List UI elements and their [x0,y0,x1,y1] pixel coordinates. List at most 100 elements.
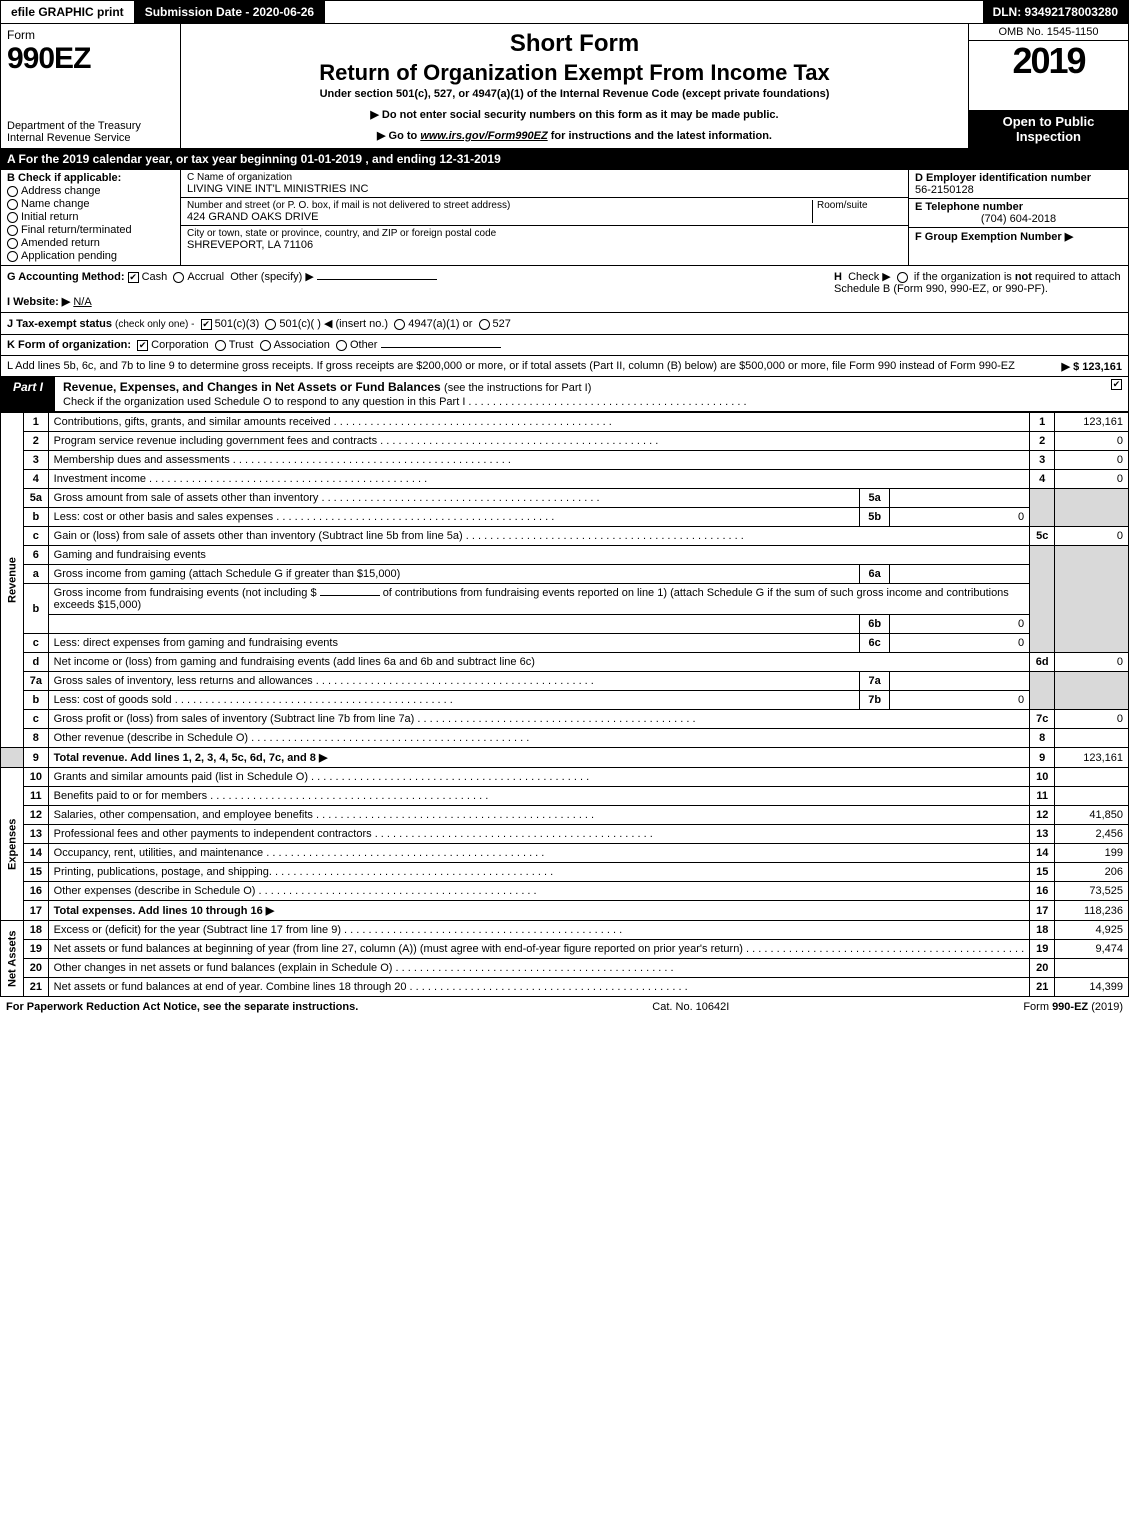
k-other-input[interactable] [381,347,501,348]
line-refnum: 14 [1030,844,1055,863]
table-row: 15 Printing, publications, postage, and … [1,863,1129,882]
l6b-blank[interactable] [320,595,380,596]
goto-note: ▶ Go to www.irs.gov/Form990EZ for instru… [187,129,962,142]
line-desc: Net assets or fund balances at beginning… [48,940,1030,959]
line-desc: Net assets or fund balances at end of ye… [48,978,1030,997]
chk-schedule-b[interactable] [897,272,908,283]
line-value: 206 [1055,863,1129,882]
line-desc-6b-bot [48,615,860,634]
chk-final-return[interactable]: Final return/terminated [7,224,174,236]
line-desc: Total revenue. Add lines 1, 2, 3, 4, 5c,… [48,748,1030,768]
irs-link[interactable]: www.irs.gov/Form990EZ [420,130,547,142]
shade-cell [1030,546,1055,653]
part1-title: Revenue, Expenses, and Changes in Net As… [55,377,1108,411]
line-value [1055,768,1129,787]
line-refnum: 18 [1030,921,1055,940]
chk-accrual[interactable] [173,272,184,283]
chk-initial-return[interactable]: Initial return [7,211,174,223]
line-desc: Total expenses. Add lines 10 through 16 [48,901,1030,921]
line-num: 20 [24,959,49,978]
ein-label: D Employer identification number [915,172,1122,184]
part1-schedule-o-check[interactable] [1108,377,1128,411]
line-desc: Gross income from gaming (attach Schedul… [48,565,860,584]
ein-value: 56-2150128 [915,184,1122,196]
chk-trust[interactable] [215,340,226,351]
line-refnum: 21 [1030,978,1055,997]
chk-name-change[interactable]: Name change [7,198,174,210]
line-value: 4,925 [1055,921,1129,940]
l-text: L Add lines 5b, 6c, and 7b to line 9 to … [7,360,1015,372]
org-address: 424 GRAND OAKS DRIVE [187,211,812,223]
table-row: d Net income or (loss) from gaming and f… [1,653,1129,672]
line-desc: Less: direct expenses from gaming and fu… [48,634,860,653]
table-row: Revenue 1 Contributions, gifts, grants, … [1,413,1129,432]
line-value: 73,525 [1055,882,1129,901]
section-c: C Name of organization LIVING VINE INT'L… [181,170,908,265]
top-bar: efile GRAPHIC print Submission Date - 20… [0,0,1129,24]
chk-application-pending[interactable]: Application pending [7,250,174,262]
chk-amended-return[interactable]: Amended return [7,237,174,249]
line-desc: Investment income [48,470,1030,489]
chk-label: Initial return [21,211,78,223]
subline-label: 6c [860,634,890,653]
j-hint: (check only one) - [115,319,194,330]
room-label: Room/suite [817,200,902,211]
table-row: b Less: cost of goods sold 7b 0 [1,691,1129,710]
line-refnum: 11 [1030,787,1055,806]
chk-4947[interactable] [394,319,405,330]
table-row: 6 Gaming and fundraising events [1,546,1129,565]
shade-cell [1030,489,1055,527]
line-refnum: 5c [1030,527,1055,546]
line-value: 41,850 [1055,806,1129,825]
form-header: Form 990EZ Department of the Treasury In… [0,24,1129,149]
phone-label: E Telephone number [915,201,1122,213]
line-refnum: 8 [1030,729,1055,748]
other-specify-input[interactable] [317,279,437,280]
line-num: 17 [24,901,49,921]
line-num: 5a [24,489,49,508]
line-refnum: 1 [1030,413,1055,432]
line-num: 10 [24,768,49,787]
line-desc: Gross amount from sale of assets other t… [48,489,860,508]
line-num: 13 [24,825,49,844]
chk-527[interactable] [479,319,490,330]
table-row: 3 Membership dues and assessments 3 0 [1,451,1129,470]
line-num: d [24,653,49,672]
line-desc: Gross profit or (loss) from sales of inv… [48,710,1030,729]
short-form-title: Short Form [187,30,962,58]
l9-bold: Total revenue. Add lines 1, 2, 3, 4, 5c,… [54,752,316,764]
table-row: a Gross income from gaming (attach Sched… [1,565,1129,584]
table-row: 21 Net assets or fund balances at end of… [1,978,1129,997]
chk-other-org[interactable] [336,340,347,351]
k-corp: Corporation [151,339,208,351]
l17-bold: Total expenses. Add lines 10 through 16 [54,905,263,917]
k-label: K Form of organization: [7,339,131,351]
j-501c: 501(c)( ) [279,318,321,330]
chk-corporation[interactable] [137,340,148,351]
line-value: 199 [1055,844,1129,863]
efile-print-button[interactable]: efile GRAPHIC print [1,1,135,23]
page-footer: For Paperwork Reduction Act Notice, see … [0,997,1129,1017]
chk-address-change[interactable]: Address change [7,185,174,197]
line-refnum: 19 [1030,940,1055,959]
chk-501c[interactable] [265,319,276,330]
shade-cell [1055,546,1129,653]
line-desc: Net income or (loss) from gaming and fun… [48,653,1030,672]
dln-label: DLN: 93492178003280 [983,1,1128,23]
subline-value [890,565,1030,584]
chk-association[interactable] [260,340,271,351]
j-4947: 4947(a)(1) or [408,318,472,330]
line-value: 2,456 [1055,825,1129,844]
line-num: 1 [24,413,49,432]
chk-501c3[interactable] [201,319,212,330]
section-f: F Group Exemption Number ▶ [909,228,1128,245]
header-left: Form 990EZ Department of the Treasury In… [1,24,181,148]
table-row: 8 Other revenue (describe in Schedule O)… [1,729,1129,748]
chk-cash[interactable] [128,272,139,283]
chk-label: Final return/terminated [21,224,132,236]
line-desc: Salaries, other compensation, and employ… [48,806,1030,825]
section-h: H Check ▶ if the organization is not req… [828,266,1128,312]
subline-value: 0 [890,691,1030,710]
chk-label: Application pending [21,250,117,262]
line-desc: Gain or (loss) from sale of assets other… [48,527,1030,546]
